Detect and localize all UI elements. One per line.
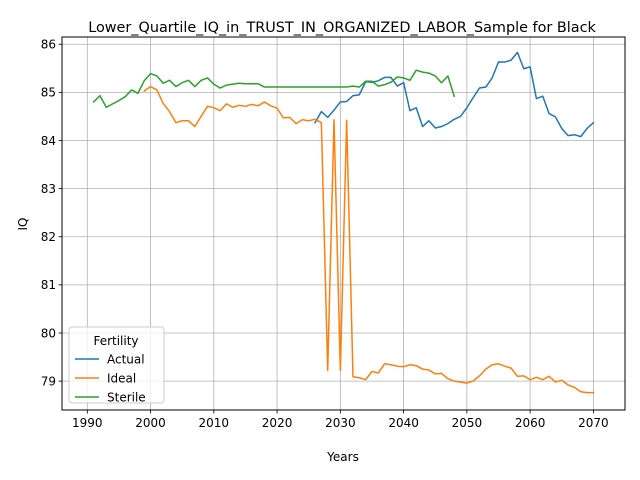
plot-frame (61, 36, 626, 411)
y-axis-label: IQ (16, 218, 30, 231)
y-tick-label: 84 (41, 134, 56, 148)
x-tick-label: 2070 (578, 416, 609, 430)
x-tick-label: 1990 (72, 416, 103, 430)
x-tick-label: 2000 (135, 416, 166, 430)
x-tick-label: 2040 (388, 416, 419, 430)
legend-title: Fertility (93, 334, 138, 348)
y-tick-label: 79 (41, 374, 56, 388)
y-tick-label: 82 (41, 230, 56, 244)
legend-label-ideal: Ideal (107, 371, 136, 385)
series-line-ideal (143, 85, 595, 394)
y-axis-ticks: 79 80 81 82 83 84 85 86 (41, 38, 62, 388)
x-axis-ticks: 1990 2000 2010 2020 2030 2040 2050 2060 2070 (72, 410, 609, 430)
series-layer (92, 51, 595, 394)
x-tick-label: 2060 (515, 416, 546, 430)
y-tick-label: 83 (41, 182, 56, 196)
y-tick-label: 86 (41, 38, 56, 52)
x-tick-label: 2030 (325, 416, 356, 430)
series-line-sterile (92, 69, 456, 109)
x-tick-label: 2020 (262, 416, 293, 430)
chart-title: Lower_Quartile_IQ_in_TRUST_IN_ORGANIZED_… (88, 20, 596, 36)
x-axis-label: Years (326, 450, 359, 464)
legend-label-actual: Actual (107, 352, 145, 366)
legend-box (68, 326, 165, 404)
y-tick-label: 85 (41, 86, 56, 100)
legend-label-sterile: Sterile (107, 390, 146, 404)
y-tick-label: 80 (41, 326, 56, 340)
y-tick-label: 81 (41, 278, 56, 292)
series-line-actual (314, 51, 595, 138)
legend: Fertility Actual Ideal Sterile (68, 326, 165, 404)
x-tick-label: 2010 (199, 416, 230, 430)
x-tick-label: 2050 (452, 416, 483, 430)
